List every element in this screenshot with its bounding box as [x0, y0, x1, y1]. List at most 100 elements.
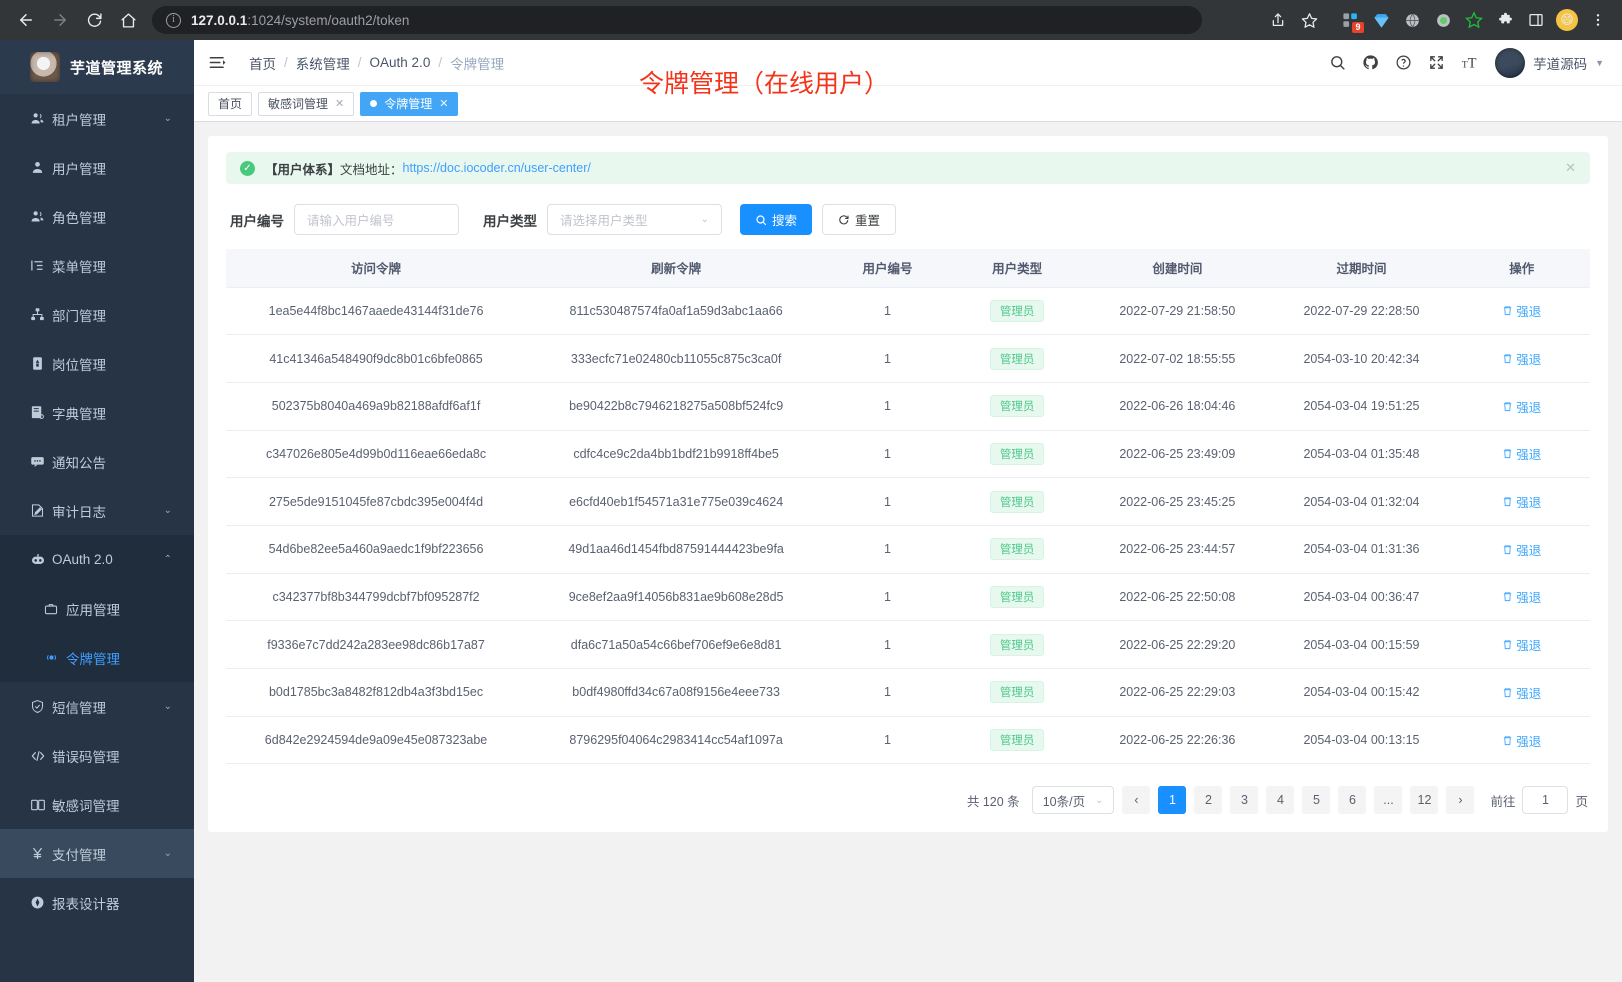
page-button-6[interactable]: 6 — [1338, 786, 1367, 815]
breadcrumb-item-oauth2[interactable]: OAuth 2.0 — [369, 55, 431, 70]
force-logout-button[interactable]: 强退 — [1502, 397, 1541, 416]
sidebar-item-dict[interactable]: 字典管理 — [0, 388, 194, 437]
reset-button[interactable]: 重置 — [822, 204, 897, 235]
forward-arrow-icon[interactable] — [44, 4, 76, 36]
sidebar-item-notice[interactable]: 通知公告 — [0, 437, 194, 486]
back-arrow-icon[interactable] — [10, 4, 42, 36]
address-bar[interactable]: i 127.0.0.1:1024/system/oauth2/token — [152, 6, 1202, 34]
cell-operation: 强退 — [1453, 334, 1590, 383]
sidebar-item-app-manage[interactable]: 应用管理 — [0, 584, 194, 633]
diamond-extension-icon[interactable] — [1367, 6, 1395, 34]
force-logout-button[interactable]: 强退 — [1502, 587, 1541, 606]
star-outline-extension-icon[interactable] — [1460, 6, 1488, 34]
sidebar-item-dept[interactable]: 部门管理 — [0, 290, 194, 339]
search-icon — [755, 214, 767, 226]
search-button[interactable]: 搜索 — [740, 204, 813, 235]
jump-input[interactable]: 1 — [1522, 786, 1569, 815]
fullscreen-icon[interactable] — [1428, 54, 1445, 71]
sidebar-item-sms[interactable]: 短信管理 ⌄ — [0, 682, 194, 731]
user-type-select[interactable]: 请选择用户类型 ⌄ — [547, 204, 722, 235]
sidebar-item-audit-log[interactable]: 审计日志 ⌄ — [0, 486, 194, 535]
kebab-menu-icon[interactable] — [1584, 6, 1612, 34]
page-size-label: 10条/页 — [1042, 794, 1086, 809]
page-button-1[interactable]: 1 — [1158, 786, 1187, 815]
sidebar-item-label: 岗位管理 — [52, 357, 106, 373]
cell-operation: 强退 — [1453, 716, 1590, 765]
prev-page-button[interactable]: ‹ — [1122, 786, 1151, 815]
user-menu[interactable]: 芋道源码 ▼ — [1495, 47, 1604, 78]
reload-icon[interactable] — [78, 4, 110, 36]
force-logout-button[interactable]: 强退 — [1502, 635, 1541, 654]
page-button-2[interactable]: 2 — [1194, 786, 1223, 815]
sidebar-logo[interactable]: 芋道管理系统 — [0, 40, 194, 94]
sidebar-item-label: 角色管理 — [52, 210, 106, 226]
sidebar-item-payment[interactable]: 支付管理 ⌄ — [0, 829, 194, 878]
status-badge: 管理员 — [989, 442, 1045, 465]
cell-access-token: 275e5de9151045fe87cbdc395e004f4d — [226, 477, 527, 526]
chevron-up-icon: ⌃ — [163, 554, 172, 565]
user-id-placeholder: 请输入用户编号 — [307, 214, 395, 228]
site-info-icon[interactable]: i — [166, 12, 181, 28]
force-logout-button[interactable]: 强退 — [1502, 731, 1541, 750]
page-ellipsis[interactable]: ... — [1374, 786, 1403, 815]
home-icon[interactable] — [112, 4, 144, 36]
sidebar-item-post[interactable]: 岗位管理 — [0, 339, 194, 388]
sidebar-item-menu[interactable]: 菜单管理 — [0, 241, 194, 290]
force-logout-button[interactable]: 强退 — [1502, 301, 1541, 320]
tab-sensitive-word[interactable]: 敏感词管理 ✕ — [258, 91, 355, 116]
force-logout-button[interactable]: 强退 — [1502, 492, 1541, 511]
page-button-12[interactable]: 12 — [1410, 786, 1439, 815]
cell-create-time: 2022-06-26 18:04:46 — [1085, 382, 1270, 431]
tab-label: 敏感词管理 — [268, 97, 329, 111]
alert-link[interactable]: https://doc.iocoder.cn/user-center/ — [402, 161, 591, 175]
help-icon[interactable] — [1395, 54, 1412, 71]
hamburger-icon[interactable] — [208, 53, 227, 72]
extension-grid-icon[interactable]: 9 — [1336, 6, 1364, 34]
cell-expire-time: 2022-07-29 22:28:50 — [1269, 287, 1454, 336]
github-icon[interactable] — [1362, 54, 1379, 71]
avatar[interactable]: 😄 — [1553, 6, 1581, 34]
sidebar-item-report-designer[interactable]: 报表设计器 — [0, 878, 194, 927]
sidebar-item-tenant[interactable]: 租户管理 ⌄ — [0, 94, 194, 143]
share-icon[interactable] — [1264, 6, 1292, 34]
main-area: 首页 / 系统管理 / OAuth 2.0 / 令牌管理 — [194, 40, 1622, 982]
cell-user-type: 管理员 — [948, 382, 1086, 431]
sidebar-item-oauth2[interactable]: OAuth 2.0 ⌃ — [0, 535, 194, 584]
tab-home[interactable]: 首页 — [208, 91, 253, 116]
status-badge: 管理员 — [989, 538, 1045, 561]
tab-token-manage[interactable]: 令牌管理 ✕ — [360, 91, 459, 116]
force-logout-button[interactable]: 强退 — [1502, 444, 1541, 463]
page-button-3[interactable]: 3 — [1230, 786, 1259, 815]
puzzle-extensions-icon[interactable] — [1491, 6, 1519, 34]
globe-extension-icon[interactable] — [1398, 6, 1426, 34]
sidebar-item-error-code[interactable]: 错误码管理 — [0, 731, 194, 780]
sidepanel-icon[interactable] — [1522, 6, 1550, 34]
sidebar-item-user[interactable]: 用户管理 — [0, 143, 194, 192]
green-circle-extension-icon[interactable] — [1429, 6, 1457, 34]
sidebar-item-role[interactable]: 角色管理 — [0, 192, 194, 241]
close-icon[interactable]: ✕ — [439, 98, 449, 110]
page-size-select[interactable]: 10条/页 ⌄ — [1031, 786, 1115, 815]
user-id-input[interactable]: 请输入用户编号 — [294, 204, 459, 235]
search-icon[interactable] — [1329, 54, 1346, 71]
force-logout-button[interactable]: 强退 — [1502, 540, 1541, 559]
breadcrumb-item-home[interactable]: 首页 — [249, 56, 276, 72]
cell-refresh-token: 811c530487574fa0af1a59d3abc1aa66 — [526, 287, 827, 336]
col-access-token: 访问令牌 — [226, 249, 527, 288]
breadcrumb-item-system[interactable]: 系统管理 — [295, 56, 350, 72]
close-icon[interactable]: ✕ — [1565, 160, 1576, 175]
sidebar-item-sensitive-word[interactable]: 敏感词管理 — [0, 780, 194, 829]
page-button-4[interactable]: 4 — [1266, 786, 1295, 815]
chevron-down-icon: ⌄ — [1095, 794, 1104, 806]
status-badge: 管理员 — [989, 299, 1045, 322]
token-table: 访问令牌 刷新令牌 用户编号 用户类型 创建时间 过期时间 操作 1ea5e44… — [226, 249, 1590, 765]
cell-operation: 强退 — [1453, 620, 1590, 669]
sidebar-item-token-manage[interactable]: 令牌管理 — [0, 633, 194, 682]
next-page-button[interactable]: › — [1446, 786, 1475, 815]
close-icon[interactable]: ✕ — [335, 98, 345, 110]
force-logout-button[interactable]: 强退 — [1502, 349, 1541, 368]
star-icon[interactable] — [1295, 6, 1323, 34]
page-button-5[interactable]: 5 — [1302, 786, 1331, 815]
force-logout-button[interactable]: 强退 — [1502, 683, 1541, 702]
